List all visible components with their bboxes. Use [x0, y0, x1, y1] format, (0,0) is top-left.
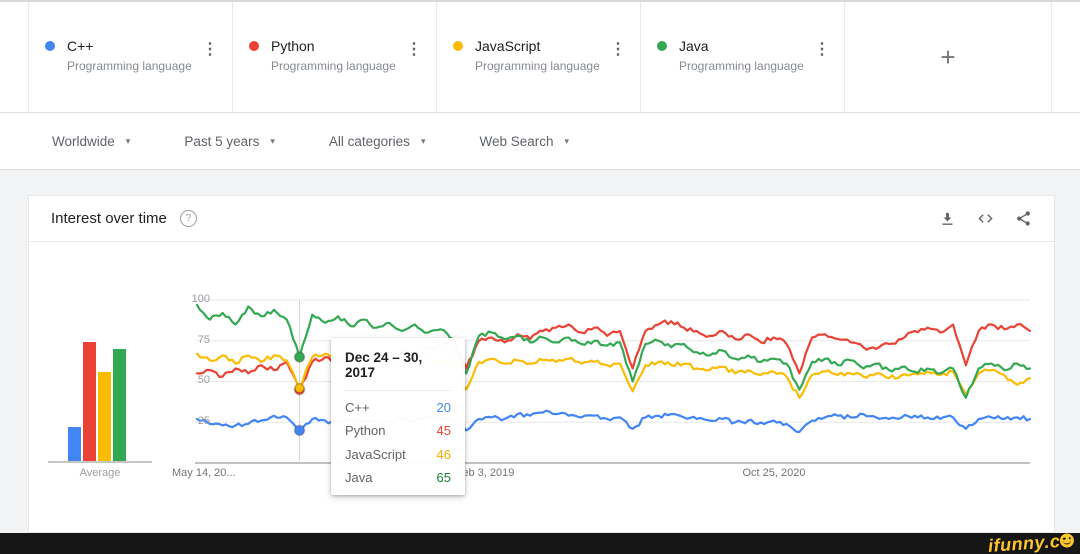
tooltip-value: 45	[436, 423, 451, 438]
average-bar-chart	[68, 299, 130, 463]
x-tick-mid: Feb 3, 2019	[455, 467, 515, 479]
x-tick-right: Oct 25, 2020	[742, 467, 806, 479]
average-bar-Python	[83, 342, 96, 463]
filter-label: Worldwide	[52, 134, 115, 149]
x-tick-start: May 14, 20...	[172, 467, 236, 479]
chevron-down-icon: ▾	[270, 136, 275, 146]
tooltip-row-java: Java 65	[345, 470, 451, 485]
filter-category-dropdown[interactable]: All categories ▾	[329, 134, 426, 149]
tooltip-row-cpp: C++ 20	[345, 400, 451, 415]
series-color-dot	[657, 41, 667, 51]
series-color-dot	[45, 41, 55, 51]
term-card-javascript[interactable]: JavaScript Programming language ⋮	[437, 2, 641, 112]
ifunny-logo: ifunny.c	[987, 530, 1075, 554]
kebab-menu-icon[interactable]: ⋮	[814, 41, 830, 58]
average-axis-line	[48, 461, 152, 463]
tooltip-term: Python	[345, 423, 386, 438]
term-label: Java	[679, 38, 709, 54]
term-subtitle: Programming language	[475, 59, 600, 73]
filter-bar: Worldwide ▾ Past 5 years ▾ All categorie…	[0, 114, 1080, 170]
share-icon[interactable]	[1015, 210, 1032, 227]
add-comparison-card[interactable]: +	[845, 2, 1052, 112]
embed-icon[interactable]	[977, 210, 994, 227]
download-icon[interactable]	[939, 210, 956, 227]
top-edge-strip	[0, 0, 1080, 2]
help-icon[interactable]: ?	[179, 210, 197, 227]
filter-label: Web Search	[479, 134, 554, 149]
interest-over-time-panel: Interest over time ?	[28, 195, 1055, 533]
average-label: Average	[79, 467, 121, 479]
tooltip-value: 20	[436, 399, 451, 415]
filter-label: Past 5 years	[184, 134, 260, 149]
y-tick-50: 50	[197, 374, 210, 386]
panel-title: Interest over time	[51, 210, 167, 227]
tooltip-value: 46	[436, 446, 451, 462]
left-spacer	[0, 2, 29, 112]
tooltip-term: Java	[345, 470, 373, 485]
kebab-menu-icon[interactable]: ⋮	[202, 41, 218, 58]
term-label: JavaScript	[475, 38, 541, 54]
term-card-python[interactable]: Python Programming language ⋮	[233, 2, 437, 112]
kebab-menu-icon[interactable]: ⋮	[406, 41, 422, 58]
add-comparison-plus-icon[interactable]: +	[940, 41, 956, 72]
chart-tooltip: Dec 24 – 30, 2017 C++ 20 Python 45 JavaS…	[331, 338, 465, 495]
average-bar-C++	[68, 427, 81, 463]
term-card-java[interactable]: Java Programming language ⋮	[641, 2, 845, 112]
smiley-icon	[1059, 533, 1075, 548]
filter-label: All categories	[328, 134, 410, 149]
tooltip-row-python: Python 45	[345, 423, 451, 438]
series-color-dot	[249, 41, 259, 51]
tooltip-date: Dec 24 – 30, 2017	[345, 350, 451, 391]
search-terms-bar: C++ Programming language ⋮ Python Progra…	[0, 2, 1080, 113]
average-bar-Java	[113, 349, 126, 463]
term-subtitle: Programming language	[271, 59, 396, 73]
right-spacer	[1052, 2, 1080, 112]
tooltip-value: 65	[436, 470, 451, 485]
ifunny-logo-text: ifunny.c	[987, 530, 1061, 554]
kebab-menu-icon[interactable]: ⋮	[610, 41, 626, 58]
term-label: C++	[67, 38, 94, 54]
chevron-down-icon: ▾	[420, 136, 426, 146]
chevron-down-icon: ▾	[125, 136, 131, 146]
filter-timerange-dropdown[interactable]: Past 5 years ▾	[184, 134, 275, 149]
y-tick-100: 100	[191, 293, 210, 305]
term-label: Python	[271, 38, 315, 54]
filter-region-dropdown[interactable]: Worldwide ▾	[52, 134, 130, 149]
tooltip-row-javascript: JavaScript 46	[345, 447, 451, 462]
y-tick-25: 25	[197, 415, 210, 427]
average-bar-JavaScript	[98, 372, 111, 463]
panel-header: Interest over time ?	[29, 196, 1054, 242]
tooltip-term: JavaScript	[345, 446, 406, 462]
term-card-cpp[interactable]: C++ Programming language ⋮	[29, 2, 233, 112]
chevron-down-icon: ▾	[564, 136, 570, 146]
series-color-dot	[453, 41, 463, 51]
watermark-bar: ifunny.c	[0, 530, 1080, 554]
y-tick-75: 75	[197, 334, 210, 346]
tooltip-term: C++	[345, 399, 370, 415]
term-subtitle: Programming language	[67, 59, 192, 73]
filter-searchtype-dropdown[interactable]: Web Search ▾	[479, 134, 569, 149]
term-subtitle: Programming language	[679, 59, 804, 73]
